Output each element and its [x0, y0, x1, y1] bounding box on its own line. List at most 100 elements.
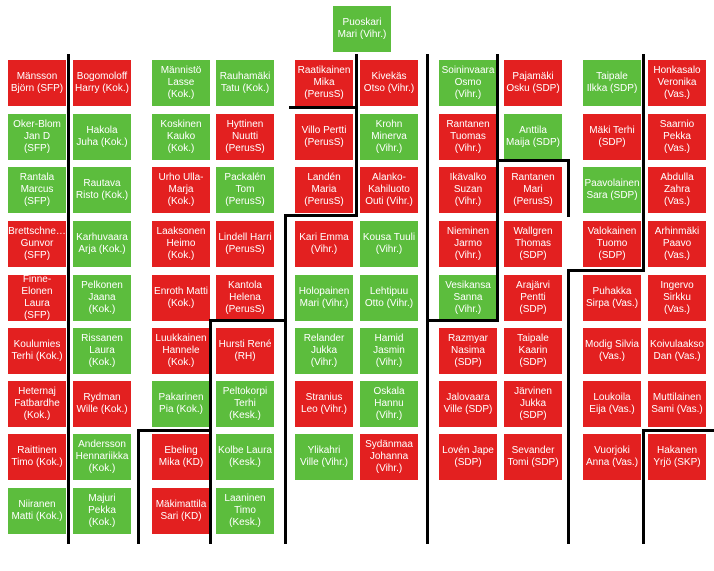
seat: Ylikahri Ville (Vihr.) [295, 434, 353, 480]
divider-line [642, 429, 714, 432]
divider-line [284, 214, 287, 544]
seat: Luukkainen Hannele (Kok.) [152, 328, 210, 374]
seat: Holopainen Mari (Vihr.) [295, 275, 353, 321]
seat: Laaninen Timo (Kesk.) [216, 488, 274, 534]
seat: Puhakka Sirpa (Vas.) [583, 275, 641, 321]
seat: Hyttinen Nuutti (PerusS) [216, 114, 274, 160]
divider-line [567, 159, 570, 217]
seat: Relander Jukka (Vihr.) [295, 328, 353, 374]
seat: Kousa Tuuli (Vihr.) [360, 221, 418, 267]
divider-line [137, 429, 140, 544]
seat: Brettschne… Gunvor (SFP) [8, 221, 66, 267]
seat: Koskinen Kauko (Kok.) [152, 114, 210, 160]
seat: Kolbe Laura (Kesk.) [216, 434, 274, 480]
seat: Arajärvi Pentti (SDP) [504, 275, 562, 321]
seat: Honkasalo Veronika (Vas.) [648, 60, 706, 106]
divider-line [426, 54, 429, 544]
seat: Lehtipuu Otto (Vihr.) [360, 275, 418, 321]
divider-line [642, 54, 645, 272]
seat: Taipale Ilkka (SDP) [583, 60, 641, 106]
seat: Rantanen Mari (PerusS) [504, 167, 562, 213]
divider-line [137, 429, 212, 432]
seat: Raittinen Timo (Kok.) [8, 434, 66, 480]
divider-line [67, 54, 70, 544]
seat: Ingervo Sirkku (Vas.) [648, 275, 706, 321]
seat: Rauhamäki Tatu (Kok.) [216, 60, 274, 106]
divider-line [426, 319, 499, 322]
seat: Hakanen Yrjö (SKP) [648, 434, 706, 480]
seat: Järvinen Jukka (SDP) [504, 381, 562, 427]
seat: Abdulla Zahra (Vas.) [648, 167, 706, 213]
seat: Peltokorpi Terhi (Kesk.) [216, 381, 274, 427]
seat: Mäkimattila Sari (KD) [152, 488, 210, 534]
seat: Razmyar Nasima (SDP) [439, 328, 497, 374]
divider-line [567, 269, 645, 272]
seat: Arhinmäki Paavo (Vas.) [648, 221, 706, 267]
seat: Ebeling Mika (KD) [152, 434, 210, 480]
divider-line [284, 214, 358, 217]
divider-line [642, 429, 645, 544]
seat: Mäki Terhi (SDP) [583, 114, 641, 160]
seat: Stranius Leo (Vihr.) [295, 381, 353, 427]
seat: Andersson Hennariikka (Kok.) [73, 434, 131, 480]
seat: Koulumies Terhi (Kok.) [8, 328, 66, 374]
seat: Jalovaara Ville (SDP) [439, 381, 497, 427]
divider-line [209, 319, 287, 322]
seat: Hamid Jasmin (Vihr.) [360, 328, 418, 374]
seat: Saarnio Pekka (Vas.) [648, 114, 706, 160]
seat: Koivulaakso Dan (Vas.) [648, 328, 706, 374]
seat: Anttila Maija (SDP) [504, 114, 562, 160]
divider-line [496, 54, 499, 322]
seat: Taipale Kaarin (SDP) [504, 328, 562, 374]
seat: Wallgren Thomas (SDP) [504, 221, 562, 267]
seat: Krohn Minerva (Vihr.) [360, 114, 418, 160]
seat: Pakarinen Pia (Kok.) [152, 381, 210, 427]
seat: Landén Maria (PerusS) [295, 167, 353, 213]
seat: Lovén Jape (SDP) [439, 434, 497, 480]
seat: Vesikansa Sanna (Vihr.) [439, 275, 497, 321]
seat: Heternaj Fatbardhe (Kok.) [8, 381, 66, 427]
seat: Enroth Matti (Kok.) [152, 275, 210, 321]
seat: Alanko-Kahiluoto Outi (Vihr.) [360, 167, 418, 213]
seat: Niiranen Matti (Kok.) [8, 488, 66, 534]
seat: Kari Emma (Vihr.) [295, 221, 353, 267]
seat: Hursti René (RH) [216, 328, 274, 374]
seat: Pajamäki Osku (SDP) [504, 60, 562, 106]
seat: Paavolainen Sara (SDP) [583, 167, 641, 213]
seat: Karhuvaara Arja (Kok.) [73, 221, 131, 267]
seat: Ikävalko Suzan (Vihr.) [439, 167, 497, 213]
seat: Rissanen Laura (Kok.) [73, 328, 131, 374]
divider-line [289, 106, 358, 109]
seat: Laaksonen Heimo (Kok.) [152, 221, 210, 267]
seat: Pelkonen Jaana (Kok.) [73, 275, 131, 321]
seat: Modig Silvia (Vas.) [583, 328, 641, 374]
seat: Finne-Elonen Laura (SFP) [8, 275, 66, 321]
seat: Männistö Lasse (Kok.) [152, 60, 210, 106]
seat: Soininvaara Osmo (Vihr.) [439, 60, 497, 106]
divider-line [355, 54, 358, 217]
seat: Urho Ulla-Marja (Kok.) [152, 167, 210, 213]
seat: Kivekäs Otso (Vihr.) [360, 60, 418, 106]
seat: Oker-Blom Jan D (SFP) [8, 114, 66, 160]
seat: Sevander Tomi (SDP) [504, 434, 562, 480]
seat: Rydman Wille (Kok.) [73, 381, 131, 427]
seat: Valokainen Tuomo (SDP) [583, 221, 641, 267]
seat: Nieminen Jarmo (Vihr.) [439, 221, 497, 267]
seat: Raatikainen Mika (PerusS) [295, 60, 353, 106]
seat: Rautava Risto (Kok.) [73, 167, 131, 213]
chair-seat: Puoskari Mari (Vihr.) [333, 6, 391, 52]
divider-line [567, 269, 570, 544]
seat: Villo Pertti (PerusS) [295, 114, 353, 160]
seat: Sydänmaa Johanna (Vihr.) [360, 434, 418, 480]
seat: Bogomoloff Harry (Kok.) [73, 60, 131, 106]
seat: Kantola Helena (PerusS) [216, 275, 274, 321]
seat: Vuorjoki Anna (Vas.) [583, 434, 641, 480]
seat: Hakola Juha (Kok.) [73, 114, 131, 160]
seat: Lindell Harri (PerusS) [216, 221, 274, 267]
seat: Oskala Hannu (Vihr.) [360, 381, 418, 427]
seat: Majuri Pekka (Kok.) [73, 488, 131, 534]
seat: Rantala Marcus (SFP) [8, 167, 66, 213]
divider-line [496, 159, 570, 162]
seat: Packalén Tom (PerusS) [216, 167, 274, 213]
